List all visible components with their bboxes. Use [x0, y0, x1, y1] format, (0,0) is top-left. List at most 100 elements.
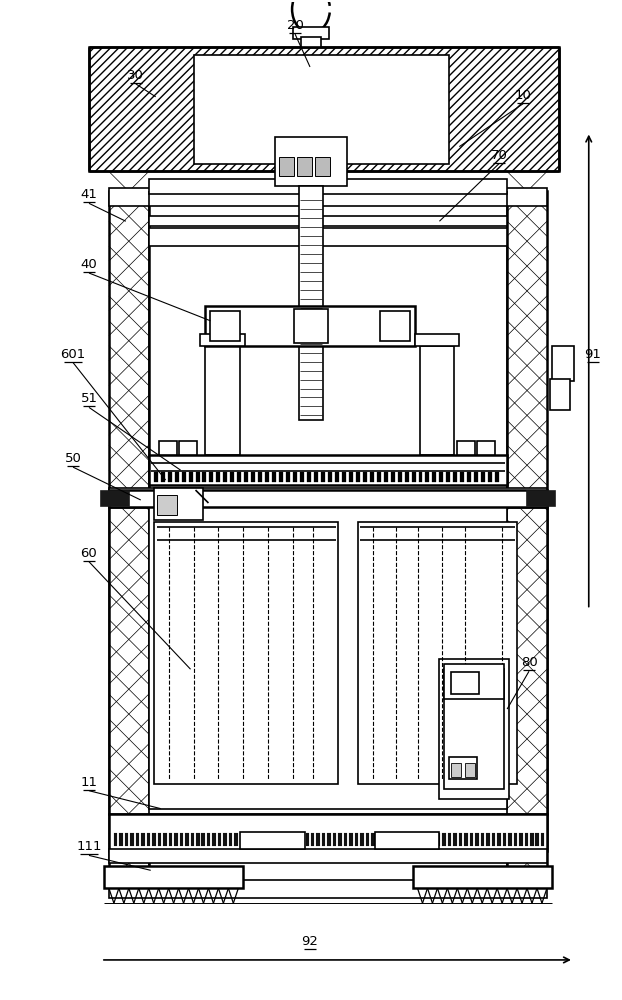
Bar [300, 472, 304, 482]
Text: 10: 10 [514, 89, 531, 102]
Bar [321, 472, 325, 482]
Bar [157, 495, 177, 515]
Bar [275, 137, 347, 186]
Bar [477, 441, 495, 455]
Text: 20: 20 [287, 19, 304, 32]
Text: 80: 80 [521, 656, 537, 669]
Bar [109, 814, 547, 851]
Bar [356, 472, 360, 482]
Bar [377, 472, 381, 482]
Bar [279, 157, 294, 176]
Bar [391, 472, 394, 482]
Bar [234, 833, 238, 846]
Bar [495, 472, 499, 482]
Bar [449, 757, 477, 779]
Bar [491, 833, 495, 846]
Bar [245, 833, 249, 846]
Bar [404, 833, 407, 846]
Bar [464, 833, 468, 846]
Bar [286, 472, 290, 482]
Bar [216, 472, 220, 482]
Bar [109, 188, 547, 206]
Bar [195, 472, 200, 482]
Bar [154, 522, 338, 784]
Bar [519, 833, 522, 846]
Bar [196, 833, 200, 846]
Bar [163, 833, 167, 846]
Bar [552, 346, 574, 381]
Bar [338, 833, 342, 846]
Bar [154, 472, 158, 482]
Bar [399, 833, 402, 846]
Bar [419, 346, 454, 455]
Bar [333, 833, 337, 846]
Bar [223, 472, 228, 482]
Bar [294, 309, 328, 343]
Bar [470, 833, 473, 846]
Bar [185, 833, 188, 846]
Bar [203, 472, 207, 482]
Text: 111: 111 [77, 840, 102, 853]
Bar [409, 833, 413, 846]
Bar [420, 833, 424, 846]
Bar [179, 441, 197, 455]
Bar [328, 472, 332, 482]
Bar [210, 472, 213, 482]
Bar [169, 833, 172, 846]
Text: 40: 40 [81, 258, 98, 271]
Bar [213, 833, 216, 846]
Bar [355, 833, 358, 846]
Bar [541, 833, 544, 846]
Bar [251, 472, 255, 482]
Bar [207, 833, 210, 846]
Bar [109, 191, 149, 883]
Bar [371, 833, 374, 846]
Bar [188, 472, 193, 482]
Bar [174, 833, 178, 846]
Bar [251, 833, 254, 846]
Bar [256, 833, 260, 846]
Bar [218, 833, 221, 846]
Bar [432, 833, 435, 846]
Bar [154, 488, 203, 520]
Bar [272, 833, 276, 846]
Bar [295, 833, 298, 846]
Text: 50: 50 [65, 452, 81, 465]
Bar [507, 191, 547, 883]
Bar [297, 157, 312, 176]
Bar [432, 472, 437, 482]
Bar [508, 833, 512, 846]
Bar [397, 472, 402, 482]
Bar [141, 833, 145, 846]
Bar [317, 833, 320, 846]
Bar [358, 522, 517, 784]
Bar [377, 833, 380, 846]
Bar [190, 833, 194, 846]
Bar [147, 833, 151, 846]
Bar [453, 833, 457, 846]
Bar [444, 664, 504, 699]
Bar [205, 306, 414, 346]
Bar [109, 880, 547, 898]
Bar [442, 833, 446, 846]
Text: 91: 91 [584, 348, 601, 361]
Bar [149, 216, 507, 226]
Bar [293, 27, 329, 39]
Bar [363, 472, 367, 482]
Bar [240, 832, 305, 849]
Bar [104, 866, 243, 888]
Bar [149, 507, 507, 809]
Bar [114, 833, 118, 846]
Bar [101, 491, 129, 506]
Bar [238, 472, 241, 482]
Bar [289, 833, 292, 846]
Bar [193, 55, 449, 164]
Bar [404, 472, 409, 482]
Text: 41: 41 [81, 188, 98, 201]
Bar [350, 833, 353, 846]
Bar [497, 833, 501, 846]
Bar [229, 833, 233, 846]
Bar [536, 833, 539, 846]
Bar [474, 472, 478, 482]
Bar [384, 472, 388, 482]
